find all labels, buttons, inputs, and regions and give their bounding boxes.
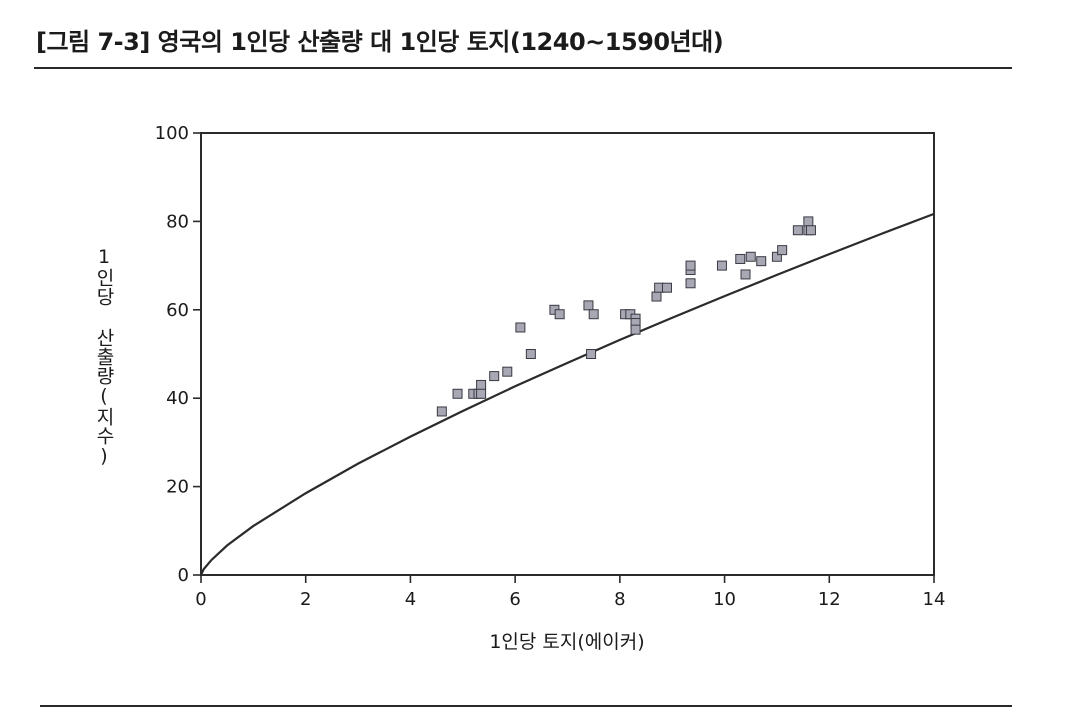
data-point: [777, 245, 788, 256]
data-point: [630, 324, 641, 335]
data-point: [661, 282, 672, 293]
x-axis: 0 2 4 6 8 10 12 14: [195, 575, 945, 610]
y-tick-label: 100: [155, 123, 189, 144]
x-tick-label: 10: [713, 589, 736, 610]
data-point: [651, 291, 662, 302]
y-tick-label: 20: [166, 477, 189, 498]
data-point: [525, 349, 536, 359]
data-point: [735, 253, 746, 264]
plot-area: [200, 132, 935, 576]
data-point: [436, 406, 447, 417]
data-point: [745, 251, 756, 262]
data-point: [502, 366, 513, 377]
data-point: [476, 388, 487, 399]
data-point: [716, 260, 727, 271]
data-point: [452, 388, 463, 399]
x-tick-label: 2: [300, 589, 311, 610]
y-axis-label: 1인당 산출량(지수): [93, 246, 115, 467]
data-point: [685, 260, 696, 271]
y-tick-label: 80: [166, 211, 189, 232]
data-point: [792, 225, 803, 236]
data-point: [771, 251, 782, 262]
figure-title: [그림 7-3] 영국의 1인당 산출량 대 1인당 토지(1240~1590년…: [36, 28, 724, 56]
fitted-curve-line: [199, 212, 935, 576]
x-tick-label: 4: [405, 589, 416, 610]
plot-frame: [200, 132, 935, 576]
y-tick-label: 40: [166, 388, 189, 409]
data-point: [583, 300, 594, 311]
x-tick-label: 0: [195, 589, 206, 610]
x-tick-label: 8: [614, 589, 625, 610]
data-point: [803, 216, 814, 227]
y-axis: 0 20 40 60 80 100: [155, 123, 201, 586]
data-point: [756, 256, 767, 267]
data-point: [476, 379, 487, 390]
data-point: [554, 309, 565, 320]
x-tick-label: 6: [509, 589, 520, 610]
data-points: [436, 216, 816, 417]
data-point: [515, 322, 526, 333]
x-axis-label: 1인당 토지(에이커): [489, 631, 644, 653]
bottom-rule: [40, 705, 1012, 707]
y-tick-label: 60: [166, 300, 189, 321]
x-tick-label: 14: [923, 589, 946, 610]
y-tick-label: 0: [178, 565, 189, 586]
x-tick-label: 12: [818, 589, 841, 610]
top-rule: [34, 67, 1012, 69]
data-point: [586, 349, 597, 359]
data-point: [588, 309, 599, 320]
data-point: [685, 278, 696, 289]
data-point: [489, 371, 500, 382]
data-point: [805, 225, 816, 236]
data-point: [740, 269, 751, 280]
